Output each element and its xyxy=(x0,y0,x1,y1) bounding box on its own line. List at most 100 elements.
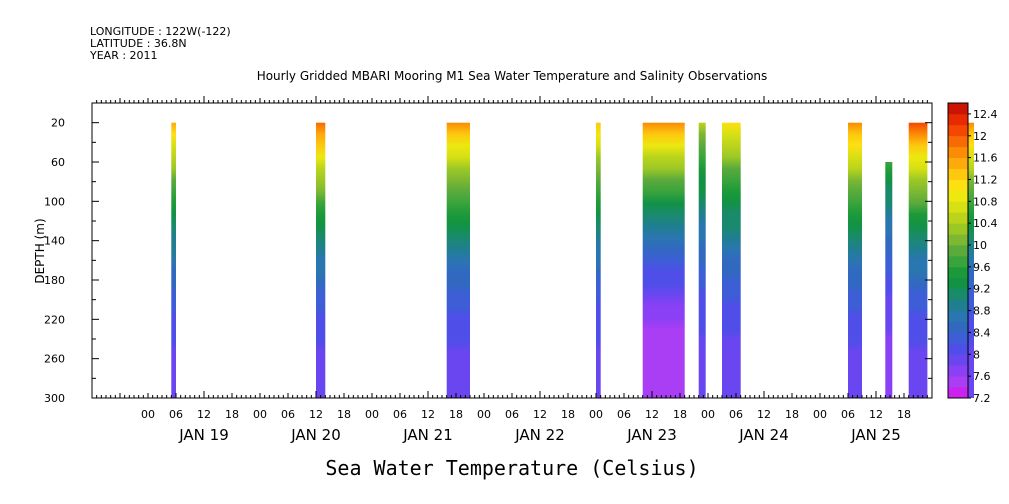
y-tick-label: 180 xyxy=(44,274,65,287)
colorbar-segment xyxy=(948,310,968,322)
y-tick-label: 300 xyxy=(44,392,65,405)
colorbar-segment xyxy=(948,376,968,388)
data-column xyxy=(596,122,601,398)
colorbar-segment xyxy=(948,223,968,235)
longitude-label: LONGITUDE : 122W(-122) xyxy=(90,25,231,38)
y-axis-label: DEPTH (m) xyxy=(33,218,47,283)
x-hour-label: 12 xyxy=(869,408,883,421)
colorbar-segment xyxy=(948,354,968,366)
y-tick-label: 20 xyxy=(51,117,65,130)
colorbar-label: 8 xyxy=(973,348,980,361)
data-column xyxy=(316,122,326,398)
x-hour-label: 12 xyxy=(645,408,659,421)
x-hour-label: 12 xyxy=(197,408,211,421)
colorbar-segment xyxy=(948,255,968,268)
colorbar-label: 11.6 xyxy=(973,152,998,165)
x-hour-label: 18 xyxy=(561,408,575,421)
x-hour-label: 06 xyxy=(169,408,183,421)
x-hour-label: 18 xyxy=(785,408,799,421)
data-column xyxy=(171,122,176,398)
colorbar-label: 10.8 xyxy=(973,195,998,208)
colorbar-segment xyxy=(948,299,968,311)
x-hour-label: 00 xyxy=(253,408,267,421)
x-hour-label: 18 xyxy=(225,408,239,421)
colorbar-segment xyxy=(948,103,968,115)
colorbar-segment xyxy=(948,332,968,344)
data-column xyxy=(446,122,470,398)
y-tick-label: 60 xyxy=(51,156,65,169)
x-hour-label: 12 xyxy=(757,408,771,421)
x-hour-label: 00 xyxy=(701,408,715,421)
x-hour-label: 06 xyxy=(729,408,743,421)
colorbar-segment xyxy=(948,245,968,257)
colorbar-segment xyxy=(948,288,968,301)
x-hour-label: 18 xyxy=(897,408,911,421)
x-day-label: JAN 20 xyxy=(290,426,341,444)
y-tick-label: 260 xyxy=(44,353,65,366)
x-hour-label: 06 xyxy=(617,408,631,421)
colorbar-label: 9.2 xyxy=(973,283,991,296)
colorbar-segment xyxy=(948,124,968,137)
colorbar-label: 7.6 xyxy=(973,370,991,383)
y-tick-label: 140 xyxy=(44,235,65,248)
colorbar-label: 10 xyxy=(973,239,987,252)
year-label: YEAR : 2011 xyxy=(89,49,158,62)
y-axis-ticks: 20 60 100 140 180 220 260 300 xyxy=(44,102,932,405)
colorbar-label: 9.6 xyxy=(973,261,991,274)
x-day-label: JAN 21 xyxy=(402,426,453,444)
x-hour-label: 18 xyxy=(449,408,463,421)
x-hour-label: 00 xyxy=(813,408,827,421)
x-hour-label: 00 xyxy=(141,408,155,421)
data-column xyxy=(722,122,741,398)
colorbar-segment xyxy=(948,321,968,333)
colorbar-segment xyxy=(948,343,968,355)
colorbar: 7.2 7.6 8 8.4 8.8 9.2 9.6 10 10.4 10.8 11.2 11.6 12 1… xyxy=(947,102,998,405)
x-hour-label: 00 xyxy=(589,408,603,421)
data-column xyxy=(908,122,928,398)
x-hour-label: 12 xyxy=(533,408,547,421)
colorbar-label: 12 xyxy=(973,130,987,143)
x-hour-label: 12 xyxy=(421,408,435,421)
data-column xyxy=(698,122,706,398)
x-day-label: JAN 19 xyxy=(178,426,229,444)
x-day-label: JAN 25 xyxy=(850,426,901,444)
colorbar-label: 10.4 xyxy=(973,217,998,230)
x-day-label: JAN 24 xyxy=(738,426,789,444)
colorbar-segment xyxy=(948,212,968,224)
colorbar-segment xyxy=(948,135,968,148)
colorbar-segment xyxy=(948,201,968,213)
latitude-label: LATITUDE : 36.8N xyxy=(90,37,187,50)
x-hour-label: 06 xyxy=(393,408,407,421)
colorbar-segment xyxy=(948,157,968,169)
x-hour-label: 18 xyxy=(673,408,687,421)
x-hour-label: 18 xyxy=(337,408,351,421)
x-day-label: JAN 22 xyxy=(514,426,565,444)
y-tick-label: 100 xyxy=(44,195,65,208)
colorbar-label: 8.4 xyxy=(973,326,991,339)
data-column xyxy=(848,122,862,398)
colorbar-segment xyxy=(948,387,968,399)
colorbar-segment xyxy=(948,179,968,191)
x-hour-label: 06 xyxy=(841,408,855,421)
plot-frame xyxy=(91,102,933,399)
colorbar-title: Sea Water Temperature (Celsius) xyxy=(325,456,698,480)
colorbar-segment xyxy=(948,113,968,126)
x-hour-label: 06 xyxy=(505,408,519,421)
data-columns xyxy=(171,122,974,398)
colorbar-segment xyxy=(948,234,968,246)
x-day-label: JAN 23 xyxy=(626,426,677,444)
chart-title: Hourly Gridded MBARI Mooring M1 Sea Wate… xyxy=(257,69,768,83)
x-hour-label: 00 xyxy=(477,408,491,421)
y-tick-label: 220 xyxy=(44,313,65,326)
colorbar-segment xyxy=(948,190,968,202)
x-hour-label: 00 xyxy=(365,408,379,421)
colorbar-label: 8.8 xyxy=(973,305,991,318)
colorbar-label: 11.2 xyxy=(973,173,998,186)
colorbar-segment xyxy=(948,277,968,290)
x-hour-label: 12 xyxy=(309,408,323,421)
colorbar-label: 12.4 xyxy=(973,108,998,121)
x-axis-ticks: 00 06 12 18 00 06 12 18 00 06 12 18 00 06 12 18 00 06 12 18… xyxy=(96,96,928,444)
colorbar-segment xyxy=(948,266,968,279)
data-column xyxy=(885,162,893,398)
